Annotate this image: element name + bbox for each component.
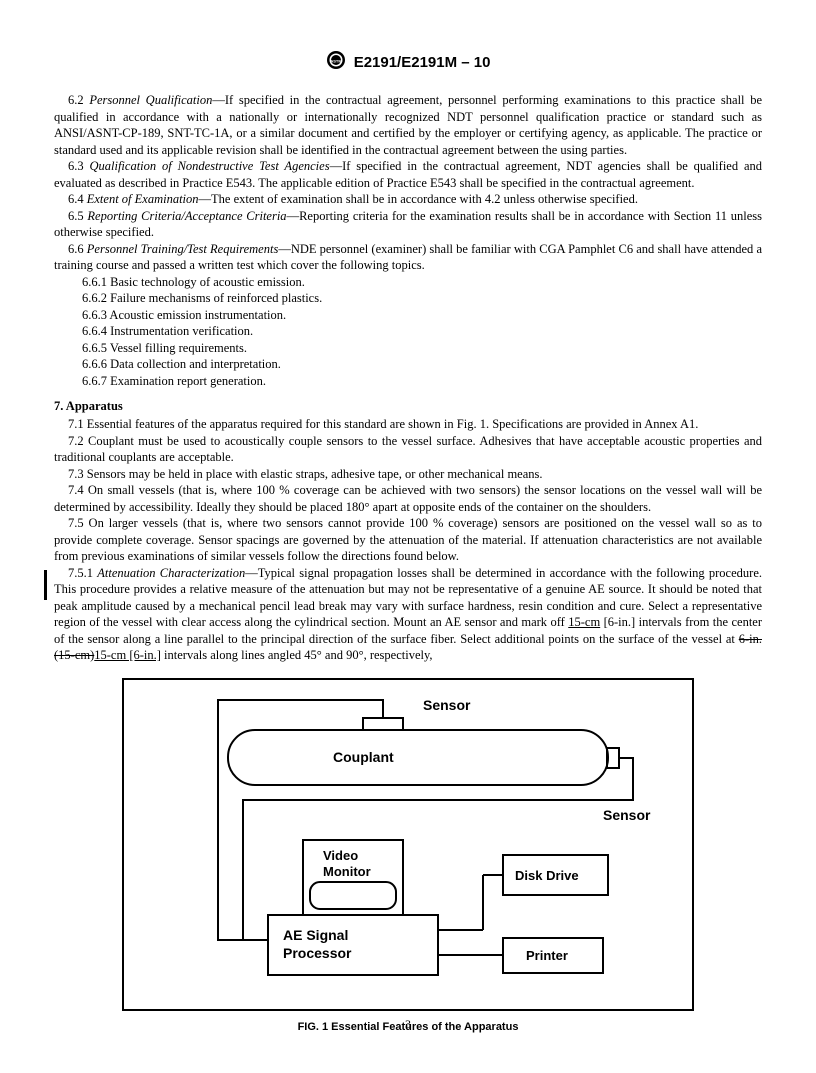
title: Extent of Examination (87, 192, 199, 206)
label-monitor: Monitor (323, 864, 371, 879)
para-7-4: 7.4 On small vessels (that is, where 100… (54, 482, 762, 515)
para-7-2: 7.2 Couplant must be used to acousticall… (54, 433, 762, 466)
label-ae1: AE Signal (283, 927, 348, 943)
para-6-6-1: 6.6.1 Basic technology of acoustic emiss… (54, 274, 762, 291)
para-6-6-4: 6.6.4 Instrumentation verification. (54, 323, 762, 340)
num: 6.3 (68, 159, 84, 173)
para-7-1: 7.1 Essential features of the apparatus … (54, 416, 762, 433)
para-7-5: 7.5 On larger vessels (that is, where tw… (54, 515, 762, 565)
num: 7.5.1 (68, 566, 93, 580)
para-7-3: 7.3 Sensors may be held in place with el… (54, 466, 762, 483)
para-6-6-5: 6.6.5 Vessel filling requirements. (54, 340, 762, 357)
doc-header-text: E2191/E2191M – 10 (354, 54, 491, 71)
para-6-6-3: 6.6.3 Acoustic emission instrumentation. (54, 307, 762, 324)
title: Qualification of Nondestructive Test Age… (89, 159, 329, 173)
para-6-6-2: 6.6.2 Failure mechanisms of reinforced p… (54, 290, 762, 307)
para-6-6-7: 6.6.7 Examination report generation. (54, 373, 762, 390)
apparatus-diagram: Sensor Couplant Sensor AE Signal Process… (148, 690, 668, 990)
label-disk: Disk Drive (515, 868, 579, 883)
doc-header: ASTM E2191/E2191M – 10 (54, 50, 762, 74)
para-6-6: 6.6 Personnel Training/Test Requirements… (54, 241, 762, 274)
body: —The extent of examination shall be in a… (199, 192, 638, 206)
section-7-heading: 7. Apparatus (54, 399, 762, 414)
label-printer: Printer (526, 948, 568, 963)
label-sensor1: Sensor (423, 697, 471, 713)
label-couplant: Couplant (333, 749, 394, 765)
para-7-5-1: 7.5.1 Attenuation Characterization—Typic… (54, 565, 762, 664)
para-6-4: 6.4 Extent of Examination—The extent of … (54, 191, 762, 208)
label-video: Video (323, 848, 358, 863)
num: 6.2 (68, 93, 84, 107)
insert2: 15-cm [6-in.] (94, 648, 161, 662)
figure-1: Sensor Couplant Sensor AE Signal Process… (54, 678, 762, 1033)
para-6-3: 6.3 Qualification of Nondestructive Test… (54, 158, 762, 191)
title: Personnel Training/Test Requirements (87, 242, 279, 256)
title: Attenuation Characterization (97, 566, 245, 580)
label-sensor2: Sensor (603, 807, 651, 823)
label-ae2: Processor (283, 945, 352, 961)
num: 6.6 (68, 242, 84, 256)
num: 6.4 (68, 192, 84, 206)
change-bar-icon (44, 570, 47, 600)
title: Reporting Criteria/Acceptance Criteria (87, 209, 286, 223)
para-6-5: 6.5 Reporting Criteria/Acceptance Criter… (54, 208, 762, 241)
svg-text:ASTM: ASTM (330, 59, 342, 64)
astm-logo-icon: ASTM (326, 50, 346, 74)
para-6-2: 6.2 Personnel Qualification—If specified… (54, 92, 762, 158)
num: 6.5 (68, 209, 84, 223)
figure-1-frame: Sensor Couplant Sensor AE Signal Process… (122, 678, 694, 1011)
page-container: ASTM E2191/E2191M – 10 6.2 Personnel Qua… (0, 0, 816, 1073)
para-6-6-6: 6.6.6 Data collection and interpretation… (54, 356, 762, 373)
title: Personnel Qualification (89, 93, 212, 107)
insert1: 15-cm (568, 615, 600, 629)
body-c: intervals along lines angled 45° and 90°… (161, 648, 433, 662)
page-number: 3 (0, 1017, 816, 1032)
